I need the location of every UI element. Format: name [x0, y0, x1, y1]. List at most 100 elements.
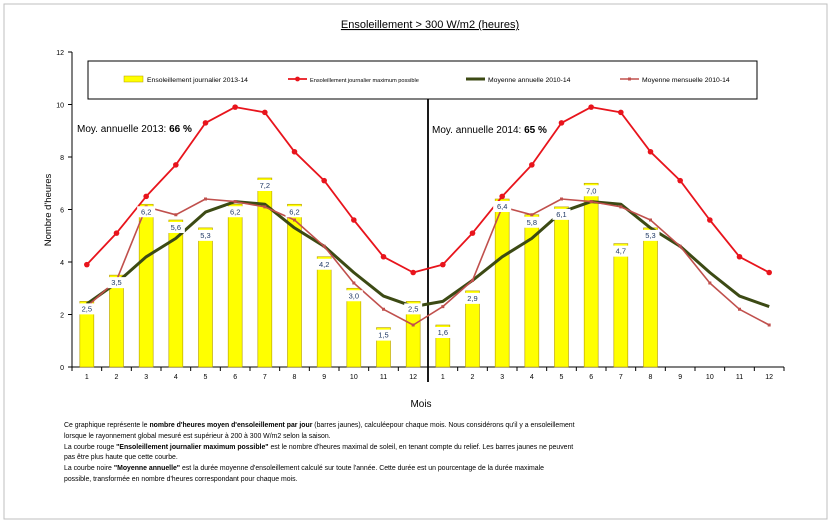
monthly-point [204, 197, 207, 201]
bar-label-bg [463, 292, 482, 304]
bar-label-bg [611, 245, 630, 257]
x-tick-label: 7 [619, 374, 623, 381]
bar-label-bg [582, 185, 601, 197]
x-tick-label: 2 [115, 374, 119, 381]
series-line-3 [86, 198, 770, 326]
x-tick-label: 6 [589, 374, 593, 381]
note-text: possible, transformée en nombre d'heures… [64, 475, 298, 483]
x-tick-label: 2 [471, 374, 475, 381]
x-tick-label: 1 [85, 374, 89, 381]
bar [316, 256, 332, 368]
x-tick-label: 3 [500, 374, 504, 381]
bar [494, 198, 510, 368]
bar [109, 274, 124, 368]
y-tick-label: 10 [56, 103, 64, 110]
max-point [469, 230, 476, 236]
x-tick-label: 4 [174, 374, 178, 381]
x-tick-label: 9 [678, 374, 682, 381]
bar [198, 227, 213, 368]
bar-label: 5,3 [200, 231, 210, 240]
note-text: Ce graphique représente le [64, 422, 150, 429]
max-point [440, 261, 446, 268]
svg-text:Moy. annuelle 2014: 65 %: Moy. annuelle 2014: 65 % [432, 125, 547, 136]
x-tick-label: 12 [409, 374, 417, 381]
bar-label-bg [552, 208, 571, 220]
monthly-point [233, 200, 237, 204]
annotation-2013: Moy. annuelle 2013: 66 % [77, 124, 192, 135]
bar [554, 206, 569, 368]
max-point [529, 162, 535, 168]
legend-label-line: Ensoleillement journalier maximum possib… [310, 78, 419, 84]
monthly-point [649, 218, 652, 222]
note-line: lorsque le rayonnement global mesuré est… [64, 432, 664, 443]
bar-label-bg [344, 290, 363, 302]
svg-text:Moy. annuelle 2013: 66 %: Moy. annuelle 2013: 66 % [77, 124, 192, 135]
y-tick-label: 2 [60, 313, 64, 320]
max-point [707, 217, 713, 223]
max-point [84, 261, 90, 268]
annotation-2014: Moy. annuelle 2014: 65 % [432, 125, 547, 136]
bar [405, 301, 421, 368]
monthly-point [530, 213, 534, 217]
bar-label-bg [107, 277, 126, 289]
x-tick-label: 11 [380, 374, 387, 381]
bar [613, 243, 629, 368]
x-tick-label: 8 [649, 374, 653, 381]
y-tick-label: 8 [60, 155, 64, 162]
bar-label: 2,5 [408, 304, 418, 313]
legend: Ensoleillement journalier 2013-14 Ensolei… [87, 60, 758, 100]
x-tick-label: 6 [233, 374, 237, 381]
max-point [766, 269, 772, 276]
bar-label-bg [404, 303, 423, 315]
x-tick-label: 9 [322, 374, 326, 381]
monthly-point [411, 323, 415, 327]
series-line-1 [86, 106, 770, 274]
note-text: est le nombre d'heures maximal de soleil… [268, 443, 574, 451]
bar-label-bg [137, 206, 156, 218]
x-tick-label: 8 [293, 374, 297, 381]
bar-label: 5,6 [171, 223, 181, 232]
legend-marker [295, 76, 300, 82]
max-point [351, 217, 357, 223]
bar-label: 5,3 [645, 231, 655, 240]
bar [257, 177, 273, 368]
max-point [618, 109, 624, 116]
bar-label: 6,4 [497, 202, 507, 211]
x-tick-label: 11 [736, 374, 743, 381]
annotation-2014-value: 65 % [524, 125, 547, 136]
max-point [202, 120, 209, 126]
max-point [262, 109, 268, 116]
bar-label-bg [166, 222, 185, 233]
bar [79, 301, 95, 368]
legend-label-bars: Ensoleillement journalier 2013-14 [147, 77, 248, 84]
bar-label: 5,8 [527, 218, 537, 227]
bar-label: 3,0 [349, 291, 359, 300]
note-text: La courbe noire [64, 465, 114, 473]
bar-label: 3,5 [111, 278, 121, 287]
x-tick-label: 10 [350, 374, 358, 381]
monthly-point [738, 307, 741, 311]
monthly-point [263, 205, 267, 209]
bar-label-bg [315, 258, 334, 270]
bar-label-bg [285, 206, 304, 218]
bar-label-bg [196, 229, 215, 241]
chart-border [3, 3, 828, 520]
max-point [143, 193, 149, 200]
monthly-point [708, 281, 712, 285]
x-tick-label: 7 [263, 374, 267, 381]
bar [583, 182, 599, 368]
monthly-point [589, 200, 593, 204]
note-text: "Ensoleillement journalier maximum possi… [116, 443, 269, 451]
max-point [380, 253, 387, 260]
note-text: (barres jaunes), calculéepour chaque moi… [312, 422, 575, 429]
annotation-2013-value: 66 % [169, 124, 192, 135]
monthly-point [293, 218, 296, 222]
x-tick-label: 3 [144, 374, 148, 381]
y-tick-label: 0 [60, 365, 64, 372]
legend-label-line: Moyenne annuelle 2010-14 [488, 77, 571, 84]
y-tick-label: 12 [56, 50, 64, 57]
max-point [677, 177, 683, 184]
bar-label-bg [522, 216, 541, 228]
